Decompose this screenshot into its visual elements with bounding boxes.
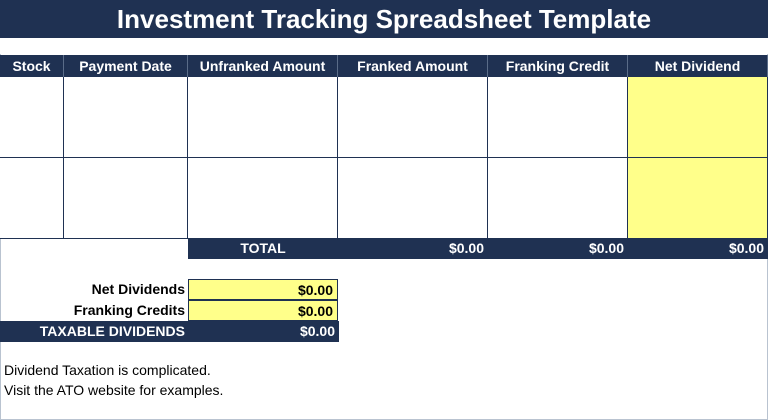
grid-cell[interactable] bbox=[488, 117, 628, 139]
grid-cell[interactable] bbox=[188, 177, 338, 199]
total-franked-amount[interactable]: $0.00 bbox=[338, 238, 488, 259]
grid-cell[interactable] bbox=[0, 197, 64, 219]
grid-cell[interactable] bbox=[64, 77, 188, 98]
grid-cell[interactable] bbox=[338, 77, 488, 98]
grid-cell[interactable] bbox=[488, 177, 628, 199]
grid-cell[interactable] bbox=[488, 197, 628, 219]
sheet-title: Investment Tracking Spreadsheet Template bbox=[0, 0, 768, 38]
franking-credits-value[interactable]: $0.00 bbox=[188, 300, 338, 321]
grid-cell[interactable] bbox=[338, 177, 488, 199]
grid-cell[interactable] bbox=[628, 77, 768, 98]
grid-cell[interactable] bbox=[628, 177, 768, 199]
total-net-dividend[interactable]: $0.00 bbox=[628, 238, 768, 259]
grid-cell[interactable] bbox=[188, 217, 338, 239]
grid-cell[interactable] bbox=[0, 77, 64, 98]
grid-cell[interactable] bbox=[0, 137, 64, 159]
grid-cell[interactable] bbox=[338, 97, 488, 119]
grid-cell[interactable] bbox=[338, 157, 488, 179]
grid-cell[interactable] bbox=[628, 157, 768, 179]
grid-cell[interactable] bbox=[64, 117, 188, 139]
grid-cell[interactable] bbox=[188, 197, 338, 219]
grid-cell[interactable] bbox=[338, 197, 488, 219]
grid-cell[interactable] bbox=[628, 137, 768, 159]
header-franked-amount[interactable]: Franked Amount bbox=[338, 55, 488, 77]
title-gap bbox=[0, 38, 768, 54]
taxable-dividends-row: TAXABLE DIVIDENDS $0.00 bbox=[0, 321, 339, 342]
grid-cell[interactable] bbox=[488, 137, 628, 159]
grid-cell[interactable] bbox=[338, 117, 488, 139]
grid-cell[interactable] bbox=[188, 117, 338, 139]
grid-cell[interactable] bbox=[628, 117, 768, 139]
note-line-2: Visit the ATO website for examples. bbox=[4, 382, 224, 398]
header-stock[interactable]: Stock bbox=[0, 55, 64, 77]
header-net-dividend[interactable]: Net Dividend bbox=[628, 55, 768, 77]
grid-cell[interactable] bbox=[338, 217, 488, 239]
franking-credits-label: Franking Credits bbox=[73, 302, 185, 318]
grid-cell[interactable] bbox=[64, 97, 188, 119]
grid-cell[interactable] bbox=[338, 137, 488, 159]
taxable-dividends-label: TAXABLE DIVIDENDS bbox=[39, 323, 185, 339]
note-line-1: Dividend Taxation is complicated. bbox=[4, 362, 211, 378]
net-dividends-label: Net Dividends bbox=[91, 281, 185, 297]
taxable-dividends-value[interactable]: $0.00 bbox=[299, 323, 335, 339]
grid-cell[interactable] bbox=[188, 157, 338, 179]
grid-cell[interactable] bbox=[488, 97, 628, 119]
grid-cell[interactable] bbox=[64, 177, 188, 199]
total-label: TOTAL bbox=[188, 238, 338, 259]
net-dividends-value[interactable]: $0.00 bbox=[188, 279, 338, 300]
grid-cell[interactable] bbox=[64, 137, 188, 159]
grid-cell[interactable] bbox=[0, 217, 64, 239]
grid-cell[interactable] bbox=[628, 197, 768, 219]
header-franking-credit[interactable]: Franking Credit bbox=[488, 55, 628, 77]
grid-cell[interactable] bbox=[0, 97, 64, 119]
grid-cell[interactable] bbox=[488, 77, 628, 98]
grid-cell[interactable] bbox=[188, 97, 338, 119]
grid-cell[interactable] bbox=[0, 117, 64, 139]
grid-cell[interactable] bbox=[0, 157, 64, 179]
header-payment-date[interactable]: Payment Date bbox=[64, 55, 188, 77]
grid-cell[interactable] bbox=[628, 97, 768, 119]
grid-cell[interactable] bbox=[628, 217, 768, 239]
grid-cell[interactable] bbox=[64, 157, 188, 179]
grid-cell[interactable] bbox=[488, 217, 628, 239]
grid-cell[interactable] bbox=[0, 177, 64, 199]
grid-cell[interactable] bbox=[188, 77, 338, 98]
grid-cell[interactable] bbox=[64, 217, 188, 239]
header-unfranked-amount[interactable]: Unfranked Amount bbox=[188, 55, 338, 77]
grid-cell[interactable] bbox=[188, 137, 338, 159]
grid-cell[interactable] bbox=[488, 157, 628, 179]
grid-cell[interactable] bbox=[64, 197, 188, 219]
total-franking-credit[interactable]: $0.00 bbox=[488, 238, 628, 259]
